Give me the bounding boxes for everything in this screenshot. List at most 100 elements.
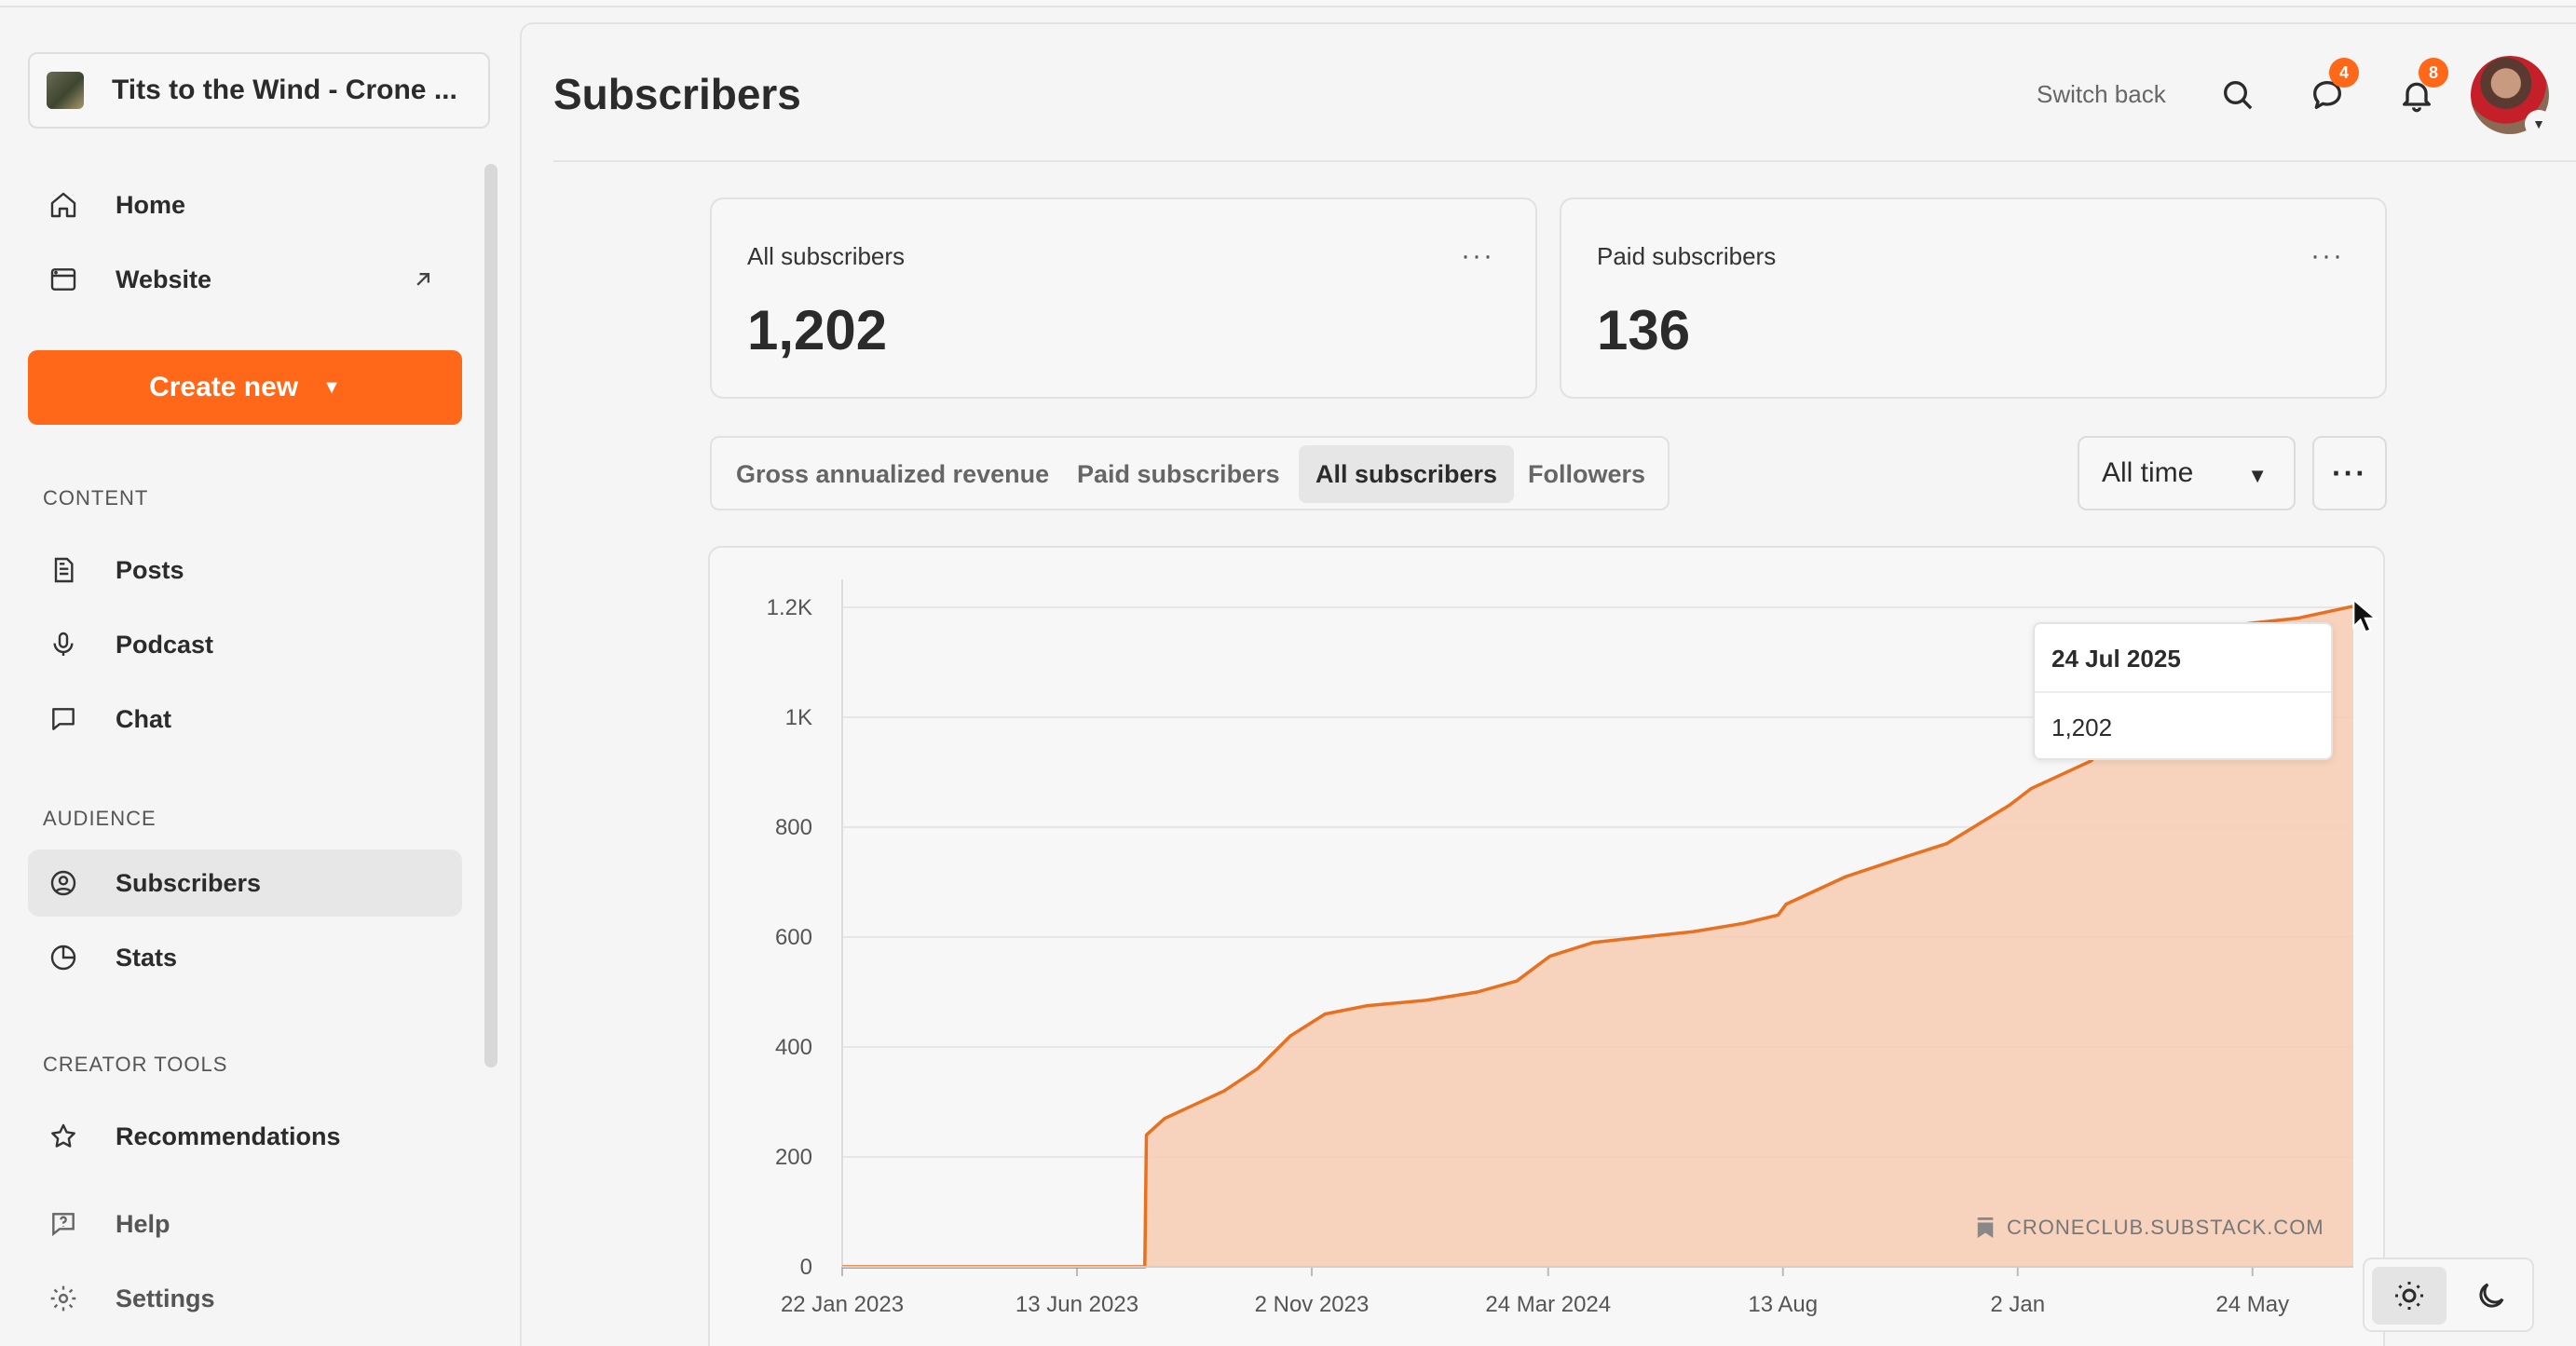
browser-top-edge xyxy=(0,0,2576,7)
sidebar-item-label: Home xyxy=(116,190,186,219)
publication-switcher[interactable]: Tits to the Wind - Crone ... xyxy=(28,52,490,129)
publication-name: Tits to the Wind - Crone ... xyxy=(112,75,457,105)
bookmark-icon xyxy=(1977,1217,1994,1238)
tab-paid-subscribers[interactable]: Paid subscribers xyxy=(1077,459,1280,488)
tooltip-date: 24 Jul 2025 xyxy=(2051,645,2181,673)
switch-back-link[interactable]: Switch back xyxy=(2037,80,2166,108)
sidebar-item-label: Recommendations xyxy=(116,1122,341,1150)
chat-icon xyxy=(48,704,78,734)
sidebar-item-label: Posts xyxy=(116,555,184,584)
x-tick-label: 13 Aug xyxy=(1748,1292,1818,1317)
light-mode-button[interactable] xyxy=(2372,1267,2447,1325)
caret-down-icon: ▼ xyxy=(322,376,341,398)
tab-all-subscribers[interactable]: All subscribers xyxy=(1299,445,1515,503)
stat-label: Paid subscribers xyxy=(1597,242,1777,270)
sun-icon xyxy=(2395,1282,2423,1310)
sidebar-item-help[interactable]: Help xyxy=(28,1190,462,1258)
dark-mode-button[interactable] xyxy=(2454,1267,2528,1325)
x-tick-label: 13 Jun 2023 xyxy=(1015,1292,1138,1317)
sidebar-item-label: Website xyxy=(116,265,212,293)
more-options-icon[interactable]: ··· xyxy=(1461,240,1494,271)
browser-icon xyxy=(48,265,78,294)
sidebar-item-label: Stats xyxy=(116,943,178,972)
sidebar-item-home[interactable]: Home xyxy=(28,171,462,238)
x-tick-label: 24 Mar 2024 xyxy=(1485,1292,1611,1317)
sidebar-item-subscribers[interactable]: Subscribers xyxy=(28,850,462,917)
mouse-cursor-icon xyxy=(2352,598,2378,633)
y-tick-label: 400 xyxy=(775,1035,812,1060)
create-new-button[interactable]: Create new ▼ xyxy=(28,350,462,425)
publication-logo xyxy=(47,72,84,109)
external-link-icon xyxy=(416,273,429,286)
chart-watermark: CRONECLUB.SUBSTACK.COM xyxy=(1977,1216,2324,1240)
star-icon xyxy=(48,1122,78,1151)
messages-badge: 4 xyxy=(2329,58,2359,88)
y-tick-label: 800 xyxy=(775,815,812,840)
y-tick-label: 1.2K xyxy=(767,595,812,620)
sidebar-item-podcast[interactable]: Podcast xyxy=(28,611,462,678)
microphone-icon xyxy=(48,630,78,659)
tab-followers[interactable]: Followers xyxy=(1528,459,1646,488)
chart-tooltip: 24 Jul 2025 1,202 xyxy=(2033,622,2333,760)
sidebar-item-label: Settings xyxy=(116,1284,215,1312)
tooltip-value: 1,202 xyxy=(2051,714,2113,741)
search-icon[interactable] xyxy=(2215,73,2260,117)
sidebar: Tits to the Wind - Crone ... Home Websit… xyxy=(0,7,503,1346)
caret-down-icon: ▼ xyxy=(2247,464,2268,487)
notifications-badge: 8 xyxy=(2419,58,2448,88)
section-label-content: CONTENT xyxy=(43,486,149,510)
section-label-audience: AUDIENCE xyxy=(43,807,157,830)
time-range-select[interactable]: All time ▼ xyxy=(2078,436,2296,510)
moon-icon xyxy=(2479,1283,2504,1308)
y-tick-label: 200 xyxy=(775,1145,812,1170)
sidebar-item-label: Podcast xyxy=(116,630,214,659)
sidebar-item-posts[interactable]: Posts xyxy=(28,537,462,604)
notifications-button[interactable]: 8 xyxy=(2394,58,2448,117)
tooltip-divider xyxy=(2035,691,2331,693)
messages-button[interactable]: 4 xyxy=(2305,58,2359,117)
stat-card-paid-subscribers: Paid subscribers ··· 136 xyxy=(1560,197,2387,399)
x-tick-label: 24 May xyxy=(2215,1292,2289,1317)
x-tick-label: 2 Nov 2023 xyxy=(1255,1292,1370,1317)
stat-value: 1,202 xyxy=(747,299,888,361)
metric-tabs: Gross annualized revenue Paid subscriber… xyxy=(710,436,1670,510)
chevron-down-icon[interactable]: ▼ xyxy=(2525,110,2553,138)
gear-icon xyxy=(48,1284,78,1313)
stat-value: 136 xyxy=(1597,299,1691,361)
chat-bubble-icon xyxy=(2313,81,2341,110)
subscribers-chart: 0 200 400 600 800 1K 1.2K 22 Jan 2023 13 Jun 202… xyxy=(767,579,2354,1317)
sidebar-scrollbar[interactable] xyxy=(484,164,497,1067)
more-options-icon[interactable]: ··· xyxy=(2310,240,2344,271)
create-new-label: Create new xyxy=(149,372,299,402)
y-tick-label: 1K xyxy=(785,705,812,730)
help-icon xyxy=(48,1209,78,1239)
sidebar-item-label: Chat xyxy=(116,704,171,733)
header-divider xyxy=(553,160,2576,162)
user-circle-icon xyxy=(48,868,78,898)
page-title: Subscribers xyxy=(553,70,801,118)
x-tick-label: 2 Jan xyxy=(1990,1292,2045,1317)
sidebar-item-settings[interactable]: Settings xyxy=(28,1265,462,1332)
y-tick-label: 600 xyxy=(775,925,812,950)
time-range-value: All time xyxy=(2102,457,2194,488)
watermark-text: CRONECLUB.SUBSTACK.COM xyxy=(2007,1216,2324,1239)
pie-chart-icon xyxy=(48,943,78,972)
sidebar-item-stats[interactable]: Stats xyxy=(28,924,462,991)
sidebar-item-label: Help xyxy=(116,1209,170,1238)
bell-icon xyxy=(2403,82,2431,113)
sidebar-item-website[interactable]: Website xyxy=(28,246,462,313)
section-label-creator-tools: CREATOR TOOLS xyxy=(43,1053,228,1076)
x-tick-label: 22 Jan 2023 xyxy=(781,1292,904,1317)
document-icon xyxy=(48,555,78,585)
chart-more-button[interactable]: ··· xyxy=(2312,436,2387,510)
y-tick-label: 0 xyxy=(800,1255,812,1280)
sidebar-item-chat[interactable]: Chat xyxy=(28,686,462,753)
tab-gross-annualized-revenue[interactable]: Gross annualized revenue xyxy=(736,459,1050,488)
sidebar-item-recommendations[interactable]: Recommendations xyxy=(28,1103,462,1170)
series-area xyxy=(842,605,2353,1267)
stat-label: All subscribers xyxy=(747,242,906,270)
home-icon xyxy=(48,190,78,220)
theme-toggle xyxy=(2363,1258,2534,1332)
sidebar-item-label: Subscribers xyxy=(116,868,262,897)
stat-card-all-subscribers: All subscribers ··· 1,202 xyxy=(710,197,1537,399)
